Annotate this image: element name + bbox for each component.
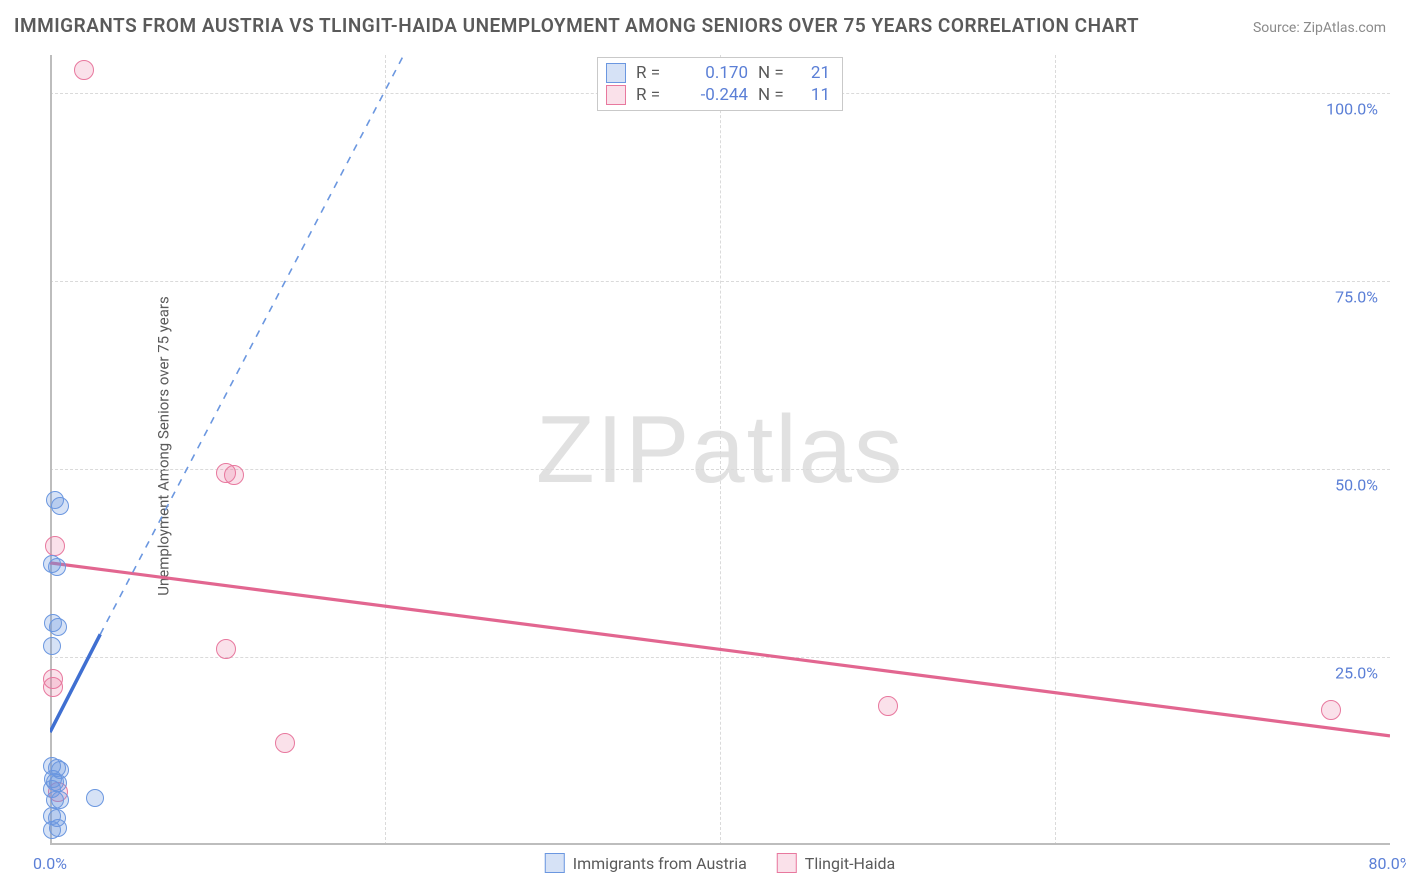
x-axis	[50, 843, 1390, 845]
legend-n-value: 11	[802, 85, 830, 105]
series-b-point	[216, 639, 236, 659]
series-a-point	[49, 819, 67, 837]
correlation-legend: R = 0.170 N = 21 R = -0.244 N = 11	[597, 57, 843, 111]
x-tick-label: 0.0%	[33, 854, 67, 873]
legend-swatch	[777, 853, 797, 873]
y-tick-label: 50.0%	[1335, 475, 1378, 494]
source-attribution: Source: ZipAtlas.com	[1253, 20, 1386, 36]
legend-n-value: 21	[802, 63, 830, 83]
correlation-legend-row: R = 0.170 N = 21	[606, 62, 830, 84]
legend-r-label: R =	[636, 63, 670, 83]
correlation-legend-row: R = -0.244 N = 11	[606, 84, 830, 106]
series-legend-label: Immigrants from Austria	[573, 854, 747, 873]
y-tick-label: 75.0%	[1335, 287, 1378, 306]
series-b-point	[224, 465, 244, 485]
legend-r-value: 0.170	[680, 63, 748, 83]
series-a-point	[86, 789, 104, 807]
gridline-v	[1055, 55, 1056, 845]
legend-r-label: R =	[636, 85, 670, 105]
legend-n-label: N =	[758, 63, 792, 83]
series-a-point	[51, 791, 69, 809]
legend-swatch	[545, 853, 565, 873]
series-a-point	[49, 618, 67, 636]
x-tick-label: 80.0%	[1369, 854, 1406, 873]
series-legend-item: Immigrants from Austria	[545, 853, 747, 873]
legend-n-label: N =	[758, 85, 792, 105]
series-legend-label: Tlingit-Haida	[805, 854, 895, 873]
watermark-prefix: ZIP	[536, 396, 691, 503]
series-b-point	[43, 677, 63, 697]
series-a-point	[43, 637, 61, 655]
series-a-point	[48, 558, 66, 576]
gridline-v	[720, 55, 721, 845]
y-tick-label: 100.0%	[1326, 99, 1378, 118]
series-a-point	[51, 497, 69, 515]
series-b-point	[275, 733, 295, 753]
y-axis	[50, 55, 52, 845]
legend-swatch	[606, 85, 626, 105]
watermark-suffix: atlas	[691, 396, 904, 503]
legend-r-value: -0.244	[680, 85, 748, 105]
legend-swatch	[606, 63, 626, 83]
gridline-v	[385, 55, 386, 845]
plot-area: ZIPatlas R =0.170N =21R =-0.244N =11 Imm…	[50, 55, 1390, 845]
chart-title: IMMIGRANTS FROM AUSTRIA VS TLINGIT-HAIDA…	[14, 14, 1139, 37]
y-tick-label: 25.0%	[1335, 663, 1378, 682]
series-b-point	[1321, 700, 1341, 720]
series-b-point	[878, 696, 898, 716]
series-b-point	[45, 536, 65, 556]
series-legend-item: Tlingit-Haida	[777, 853, 895, 873]
series-b-point	[74, 60, 94, 80]
series-legend: Immigrants from Austria Tlingit-Haida	[545, 853, 895, 873]
